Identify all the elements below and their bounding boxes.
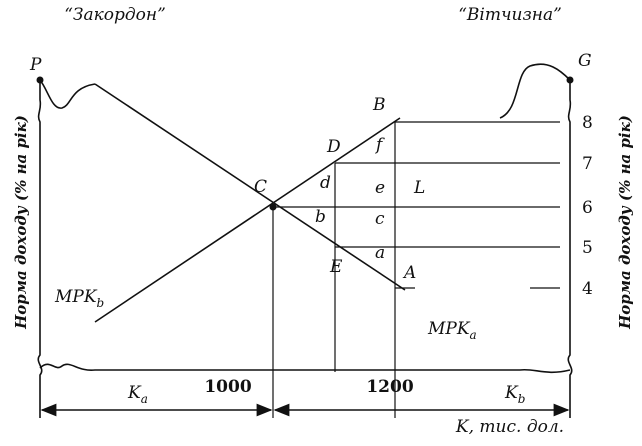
label-p: P [29,55,42,75]
tick-label: 7 [582,154,593,174]
region-a: a [375,243,385,263]
kb-label: Kb [504,383,525,406]
curve-g [499,63,571,119]
bottom-axis [39,363,571,374]
point-c [269,203,277,211]
right-axis [567,80,573,418]
point-p [36,76,44,84]
region-f: f [374,135,385,155]
label-c: C [254,177,267,197]
lines [36,63,574,418]
x-label: K, тис. дол. [455,417,564,437]
left-label: Норма доходу (% на рік) [12,115,30,330]
header-left: “Закордон” [64,5,166,25]
tick-label: 5 [582,238,593,258]
tick-label: 6 [582,198,593,218]
region-e: e [375,178,385,198]
tick-label: 8 [582,113,593,133]
ka-label: Ka [127,383,148,406]
region-c: c [375,209,385,229]
mpka-label: MPKa [427,319,477,342]
label-a: A [402,263,416,283]
label-l: L [413,178,425,198]
mpkb-line [94,117,401,323]
right-label: Норма доходу (% на рік) [616,115,634,330]
region-b: b [315,207,326,227]
mark-1000: 1000 [204,377,251,397]
tick-label: 4 [582,279,593,299]
mpka-line [94,83,406,291]
mpkb-label: MPKb [54,287,104,310]
mark-1200: 1200 [366,377,413,397]
label-e: E [329,257,343,277]
curve-p [39,79,96,109]
label-g: G [578,51,592,71]
point-g [566,76,574,84]
region-d: d [320,173,331,193]
label-d: D [326,137,341,157]
header-right: “Вітчизна” [458,5,562,25]
label-b: B [372,95,386,115]
left-axis [37,80,43,418]
